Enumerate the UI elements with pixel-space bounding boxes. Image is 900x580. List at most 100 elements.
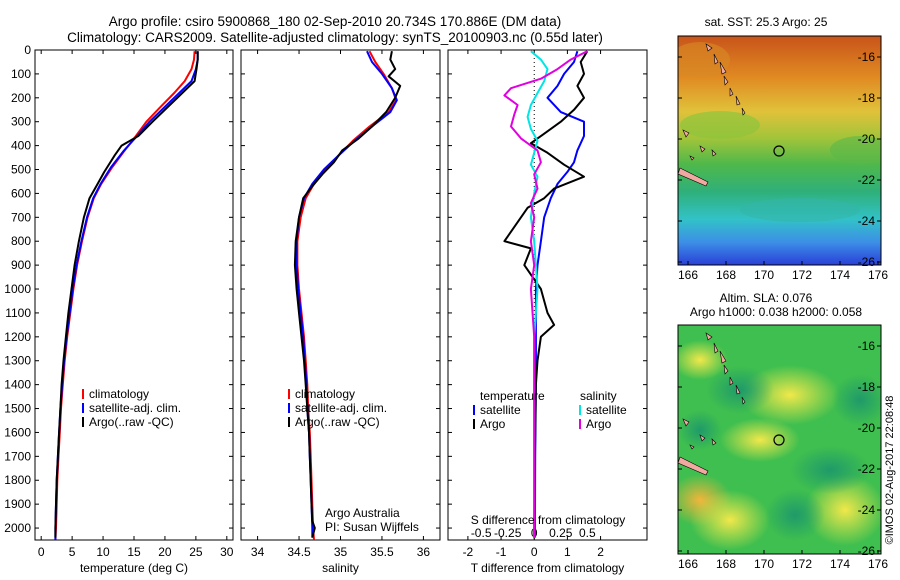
depth-tick-label: 1400 bbox=[4, 378, 31, 392]
depth-tick-label: 1500 bbox=[4, 402, 31, 416]
sst-map: sat. SST: 25.3 Argo: 25 -16 -18 -20 -22 -24 -… bbox=[677, 15, 888, 282]
salinity-x-axis-label: salinity bbox=[322, 561, 359, 575]
depth-tick-label: 800 bbox=[11, 234, 31, 248]
s-difference-axis-label: S difference from climatology bbox=[471, 513, 626, 527]
difference-x-tick-label: 2 bbox=[597, 545, 604, 559]
salinity-x-tick-label: 35 bbox=[334, 545, 348, 559]
map-lat-label: -24 bbox=[858, 214, 876, 228]
figure-title-line2: Climatology: CARS2009. Satellite-adjuste… bbox=[67, 30, 603, 45]
depth-tick-label: 900 bbox=[11, 258, 31, 272]
map-lon-label: 174 bbox=[830, 557, 850, 571]
salinity-x-tick-label: 34 bbox=[251, 545, 265, 559]
salinity-profile-panel: 34 34.5 35 35.5 36 salinity climatologysatelli… bbox=[240, 49, 441, 575]
s-diff-tick-label: 0.25 bbox=[549, 526, 573, 540]
map-lon-label: 166 bbox=[678, 557, 698, 571]
map-lon-label: 172 bbox=[792, 268, 812, 282]
difference-series-s-argo bbox=[503, 50, 588, 538]
legend-label: Argo bbox=[586, 417, 612, 431]
difference-x-tick-label: 1 bbox=[564, 545, 571, 559]
figure-title-line1: Argo profile: csiro 5900868_180 02-Sep-2… bbox=[109, 14, 562, 29]
temperature-x-tick-label: 25 bbox=[189, 545, 203, 559]
depth-tick-label: 1700 bbox=[4, 449, 31, 463]
map-lon-label: 170 bbox=[754, 268, 774, 282]
map-lon-label: 176 bbox=[868, 557, 888, 571]
depth-tick-label: 200 bbox=[11, 91, 31, 105]
map-lon-label: 168 bbox=[716, 268, 736, 282]
temperature-x-tick-label: 20 bbox=[158, 545, 172, 559]
salinity-series-climatology bbox=[296, 50, 398, 541]
temperature-x-axis-label: temperature (deg C) bbox=[80, 561, 188, 575]
depth-tick-label: 300 bbox=[11, 115, 31, 129]
legend-label: climatology bbox=[295, 387, 355, 401]
difference-plot-frame bbox=[447, 49, 648, 541]
map-lat-label: -26 bbox=[858, 255, 876, 269]
map-lon-label: 166 bbox=[678, 268, 698, 282]
depth-tick-label: 1300 bbox=[4, 354, 31, 368]
temperature-profile-panel: 0100200300400500600700800900100011001200… bbox=[4, 43, 234, 575]
sla-map: Altim. SLA: 0.076 Argo h1000: 0.038 h200… bbox=[677, 291, 888, 571]
temperature-series-climatology bbox=[54, 51, 196, 541]
salinity-series-argo bbox=[293, 51, 402, 538]
argo-position-marker bbox=[773, 145, 785, 157]
map-lat-label: -20 bbox=[858, 421, 876, 435]
depth-tick-label: 1100 bbox=[5, 306, 31, 320]
temperature-x-tick-label: 15 bbox=[127, 545, 141, 559]
argo-australia-label: Argo Australia bbox=[325, 506, 400, 520]
legend-label: satellite bbox=[480, 403, 521, 417]
legend-label: Argo(..raw -QC) bbox=[89, 415, 174, 429]
difference-series-s-satellite bbox=[526, 50, 549, 538]
map-lat-label: -18 bbox=[858, 380, 876, 394]
map-lon-label: 172 bbox=[792, 557, 812, 571]
depth-tick-label: 1000 bbox=[4, 282, 31, 296]
legend-label: Argo(..raw -QC) bbox=[295, 415, 380, 429]
temperature-series-argo bbox=[54, 51, 199, 538]
pi-name-label: PI: Susan Wijffels bbox=[325, 520, 419, 534]
depth-tick-label: 1600 bbox=[4, 425, 31, 439]
sla-map-title-line1: Altim. SLA: 0.076 bbox=[720, 291, 813, 305]
argo-position-marker-sla bbox=[773, 434, 785, 446]
map-lon-label: 176 bbox=[868, 268, 888, 282]
depth-tick-label: 1200 bbox=[4, 330, 31, 344]
depth-tick-label: 1800 bbox=[4, 473, 31, 487]
map-lat-label: -24 bbox=[858, 503, 876, 517]
depth-tick-label: 600 bbox=[11, 186, 31, 200]
map-lat-label: -22 bbox=[858, 462, 876, 476]
map-lat-label: -20 bbox=[858, 132, 876, 146]
legend-label: Argo bbox=[480, 417, 506, 431]
sla-map-title-line2: Argo h1000: 0.038 h2000: 0.058 bbox=[690, 305, 862, 319]
salinity-x-tick-label: 35.5 bbox=[370, 545, 394, 559]
depth-tick-label: 400 bbox=[11, 139, 31, 153]
difference-x-tick-label: 0 bbox=[531, 545, 538, 559]
imos-credit: ©IMOS 02-Aug-2017 22:08:48 bbox=[884, 396, 896, 545]
map-lat-label: -16 bbox=[858, 50, 876, 64]
temperature-x-tick-label: 5 bbox=[69, 545, 76, 559]
legend-label: satellite-adj. clim. bbox=[89, 401, 181, 415]
salinity-x-tick-label: 36 bbox=[417, 545, 431, 559]
depth-tick-label: 500 bbox=[11, 163, 31, 177]
depth-tick-label: 700 bbox=[11, 210, 31, 224]
legend-label: satellite bbox=[586, 403, 627, 417]
map-lat-label: -22 bbox=[858, 173, 876, 187]
difference-profile-panel: -2 -1 0 1 2-0.5 -0.25 0 0.25 0.5T difference fro… bbox=[447, 49, 648, 575]
map-lon-label: 170 bbox=[754, 557, 774, 571]
legend-label: climatology bbox=[89, 387, 149, 401]
map-lat-label: -18 bbox=[858, 91, 876, 105]
difference-x-tick-label: -1 bbox=[496, 545, 507, 559]
temperature-plot-frame bbox=[34, 49, 234, 541]
salinity-plot-frame bbox=[240, 49, 441, 541]
temperature-series-satellite bbox=[54, 51, 199, 540]
difference-series-t-argo bbox=[503, 50, 589, 538]
map-lon-label: 168 bbox=[716, 557, 736, 571]
legend-label: satellite-adj. clim. bbox=[295, 401, 387, 415]
depth-tick-label: 0 bbox=[24, 43, 31, 57]
depth-tick-label: 2000 bbox=[4, 521, 31, 535]
s-diff-tick-label: -0.25 bbox=[494, 526, 522, 540]
map-lat-label: -16 bbox=[858, 339, 876, 353]
difference-x-axis-label: T difference from climatology bbox=[471, 561, 625, 575]
difference-x-tick-label: -2 bbox=[463, 545, 474, 559]
map-lon-label: 174 bbox=[830, 268, 850, 282]
temperature-x-tick-label: 0 bbox=[38, 545, 45, 559]
salinity-x-tick-label: 34.5 bbox=[287, 545, 311, 559]
s-diff-tick-label: 0.5 bbox=[579, 526, 596, 540]
